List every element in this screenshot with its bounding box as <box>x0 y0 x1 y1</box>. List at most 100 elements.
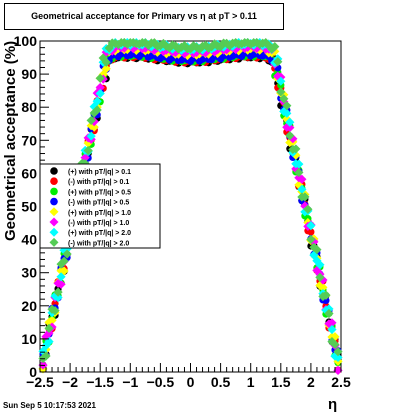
x-tick-label: −2 <box>62 374 78 390</box>
x-tick-label: −1 <box>122 374 138 390</box>
legend-marker <box>49 207 59 217</box>
data-point <box>315 260 325 270</box>
data-point <box>309 242 319 252</box>
chart-title-box: Geometrical acceptance for Primary vs η … <box>4 3 284 30</box>
data-point <box>92 96 102 106</box>
data-point <box>95 73 105 83</box>
data-point <box>95 88 105 99</box>
data-point <box>95 82 105 93</box>
legend-entry: (-) with pT/|q| > 1.0 <box>68 220 129 227</box>
x-tick-label: −0.5 <box>147 374 175 390</box>
y-tick-label: 40 <box>21 232 37 248</box>
data-point <box>276 87 286 97</box>
data-point <box>44 323 54 333</box>
x-tick-label: −1.5 <box>86 374 114 390</box>
data-point <box>291 164 301 174</box>
data-point <box>161 41 172 51</box>
legend-marker <box>50 197 58 206</box>
data-point <box>270 42 280 52</box>
data-point <box>273 57 283 67</box>
data-point <box>330 339 340 350</box>
legend-entry: (+) with pT/|q| > 2.0 <box>68 230 131 237</box>
data-point <box>307 228 315 236</box>
data-point <box>300 192 310 202</box>
y-tick-label: 100 <box>14 33 38 49</box>
data-point <box>312 245 322 255</box>
data-point <box>312 265 322 276</box>
legend-marker <box>50 167 58 175</box>
data-point <box>53 292 63 303</box>
data-point <box>270 46 280 57</box>
x-tick-label: 0.5 <box>211 374 231 390</box>
data-point <box>285 117 295 127</box>
data-point <box>59 266 69 276</box>
y-axis-label: Geometrical acceptance (%) <box>2 40 19 241</box>
data-point <box>47 315 57 326</box>
data-point <box>294 180 304 190</box>
data-point <box>89 122 99 132</box>
data-point <box>44 336 54 347</box>
y-tick-label: 10 <box>21 331 37 347</box>
y-tick-label: 60 <box>21 165 37 181</box>
data-point <box>38 346 48 356</box>
data-point <box>297 184 307 194</box>
y-tick-label: 80 <box>21 99 37 115</box>
data-point <box>59 256 69 266</box>
legend-marker <box>50 177 58 185</box>
data-point <box>297 174 307 184</box>
data-point <box>56 272 66 282</box>
legend-box <box>39 163 161 249</box>
data-point <box>333 365 343 375</box>
data-point <box>44 328 54 338</box>
data-point <box>327 318 337 328</box>
data-point <box>324 308 334 319</box>
legend-marker <box>50 187 58 196</box>
data-point <box>288 134 298 144</box>
data-point <box>252 38 262 48</box>
data-point <box>155 41 165 51</box>
data-point <box>62 249 72 259</box>
data-point <box>321 290 331 300</box>
data-point <box>285 123 295 133</box>
legend-marker <box>49 217 59 227</box>
data-point <box>50 306 60 316</box>
data-point <box>285 131 295 141</box>
legend-entry: (+) with pT/|q| > 0.1 <box>68 169 131 176</box>
x-tick-label: 1.5 <box>271 374 291 390</box>
x-axis-label: η <box>328 396 338 413</box>
data-point <box>291 144 301 154</box>
data-point <box>143 40 153 51</box>
x-tick-label: 2.5 <box>331 374 351 390</box>
data-point <box>306 234 316 245</box>
data-point <box>309 237 319 247</box>
axes: −2.5 −2 −1.5 −1 −0.5 0 0.5 1 1.5 2 2.5 0 10 20 30 40 50 6… <box>14 33 351 390</box>
data-point <box>185 44 196 54</box>
y-tick-label: 50 <box>21 199 37 215</box>
legend-entry: (-) with pT/|q| > 0.1 <box>68 179 129 186</box>
data-point <box>294 159 304 169</box>
legend-entry: (-) with pT/|q| > 2.0 <box>68 240 129 247</box>
data-point <box>279 94 289 104</box>
data-point <box>282 108 292 118</box>
data-point <box>267 44 277 54</box>
timestamp: Sun Sep 5 10:17:53 2021 <box>3 401 96 410</box>
chart-title: Geometrical acceptance for Primary vs η … <box>31 11 257 21</box>
legend-entry: (-) with pT/|q| > 0.5 <box>68 200 129 207</box>
x-tick-label: 2 <box>307 374 315 390</box>
data-point <box>83 145 93 156</box>
data-point <box>86 115 96 126</box>
data-point <box>315 272 325 282</box>
y-tick-label: 70 <box>21 132 37 148</box>
data-point <box>327 324 337 335</box>
legend-marker <box>49 237 59 247</box>
data-point <box>282 101 292 111</box>
x-tick-label: −2.5 <box>26 374 54 390</box>
y-tick-label: 20 <box>21 298 37 314</box>
data-point <box>86 131 96 141</box>
data-point <box>333 346 343 357</box>
data-point <box>294 167 304 178</box>
legend-entry: (+) with pT/|q| > 1.0 <box>68 210 131 217</box>
data-point <box>318 282 328 292</box>
y-tick-label: 90 <box>21 66 37 82</box>
